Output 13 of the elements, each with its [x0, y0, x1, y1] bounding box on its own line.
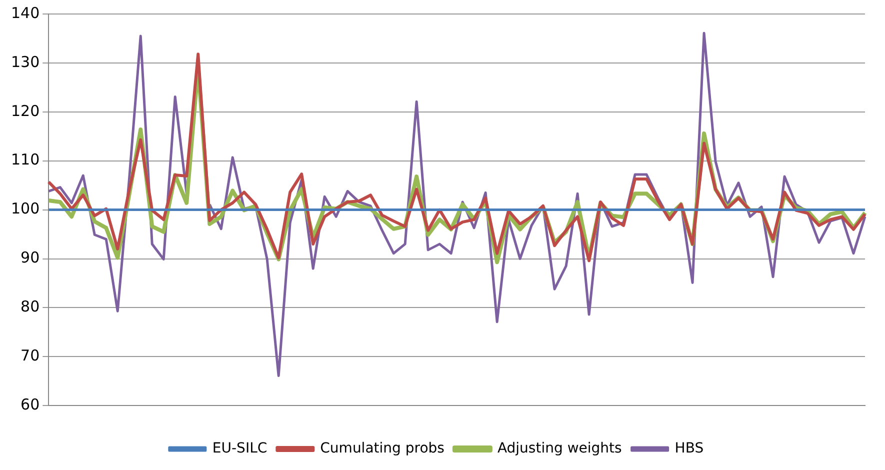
y-tick-label: 130: [10, 52, 40, 71]
y-tick-label: 140: [10, 4, 40, 22]
legend-label: EU-SILC: [212, 440, 268, 457]
y-tick-label: 60: [20, 395, 40, 414]
y-tick-label: 100: [10, 200, 40, 218]
y-tick-label: 80: [20, 298, 40, 316]
y-tick-label: 70: [20, 346, 40, 365]
legend-label: Adjusting weights: [497, 440, 622, 457]
y-tick-label: 110: [10, 150, 40, 169]
y-tick-label: 120: [10, 102, 40, 120]
legend-label: Cumulating probs: [320, 440, 444, 457]
y-tick-label: 90: [20, 248, 40, 267]
legend-label: HBS: [674, 440, 704, 457]
